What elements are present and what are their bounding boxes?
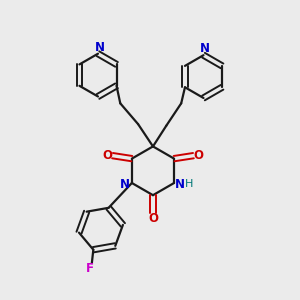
Text: F: F bbox=[86, 262, 94, 275]
Text: N: N bbox=[200, 42, 210, 55]
Text: N: N bbox=[120, 178, 130, 191]
Text: O: O bbox=[148, 212, 158, 225]
Text: H: H bbox=[185, 179, 194, 190]
Text: O: O bbox=[102, 149, 112, 162]
Text: N: N bbox=[94, 41, 104, 54]
Text: O: O bbox=[194, 149, 204, 162]
Text: N: N bbox=[174, 178, 184, 191]
